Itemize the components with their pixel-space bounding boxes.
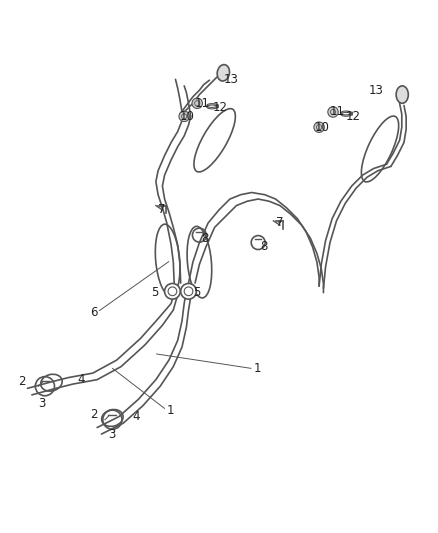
Circle shape (278, 221, 281, 223)
Text: 1: 1 (167, 403, 174, 417)
Text: 7: 7 (276, 216, 283, 230)
Text: 4: 4 (132, 410, 139, 423)
Circle shape (328, 107, 338, 117)
Circle shape (179, 111, 189, 122)
Text: 13: 13 (223, 73, 238, 86)
Text: 10: 10 (315, 121, 330, 134)
Circle shape (314, 122, 324, 133)
Ellipse shape (217, 64, 230, 81)
Text: 6: 6 (90, 306, 97, 319)
Circle shape (181, 284, 196, 299)
Text: 10: 10 (180, 110, 195, 123)
Text: 13: 13 (369, 84, 384, 96)
Text: 1: 1 (254, 362, 261, 375)
Text: 7: 7 (158, 204, 166, 216)
Text: 5: 5 (193, 286, 200, 299)
Text: 12: 12 (212, 101, 227, 114)
Text: 2: 2 (90, 408, 97, 421)
Text: 4: 4 (78, 373, 85, 386)
Text: 8: 8 (260, 240, 268, 253)
Ellipse shape (396, 86, 408, 103)
Text: 8: 8 (201, 232, 209, 245)
Text: 5: 5 (151, 286, 158, 299)
Text: 11: 11 (330, 106, 345, 118)
Circle shape (165, 284, 180, 299)
Circle shape (161, 205, 163, 207)
Text: 2: 2 (18, 375, 25, 389)
Text: 11: 11 (195, 97, 210, 110)
Text: 3: 3 (108, 427, 115, 441)
Circle shape (192, 98, 202, 109)
Text: 3: 3 (39, 397, 46, 410)
Text: 12: 12 (345, 110, 360, 123)
